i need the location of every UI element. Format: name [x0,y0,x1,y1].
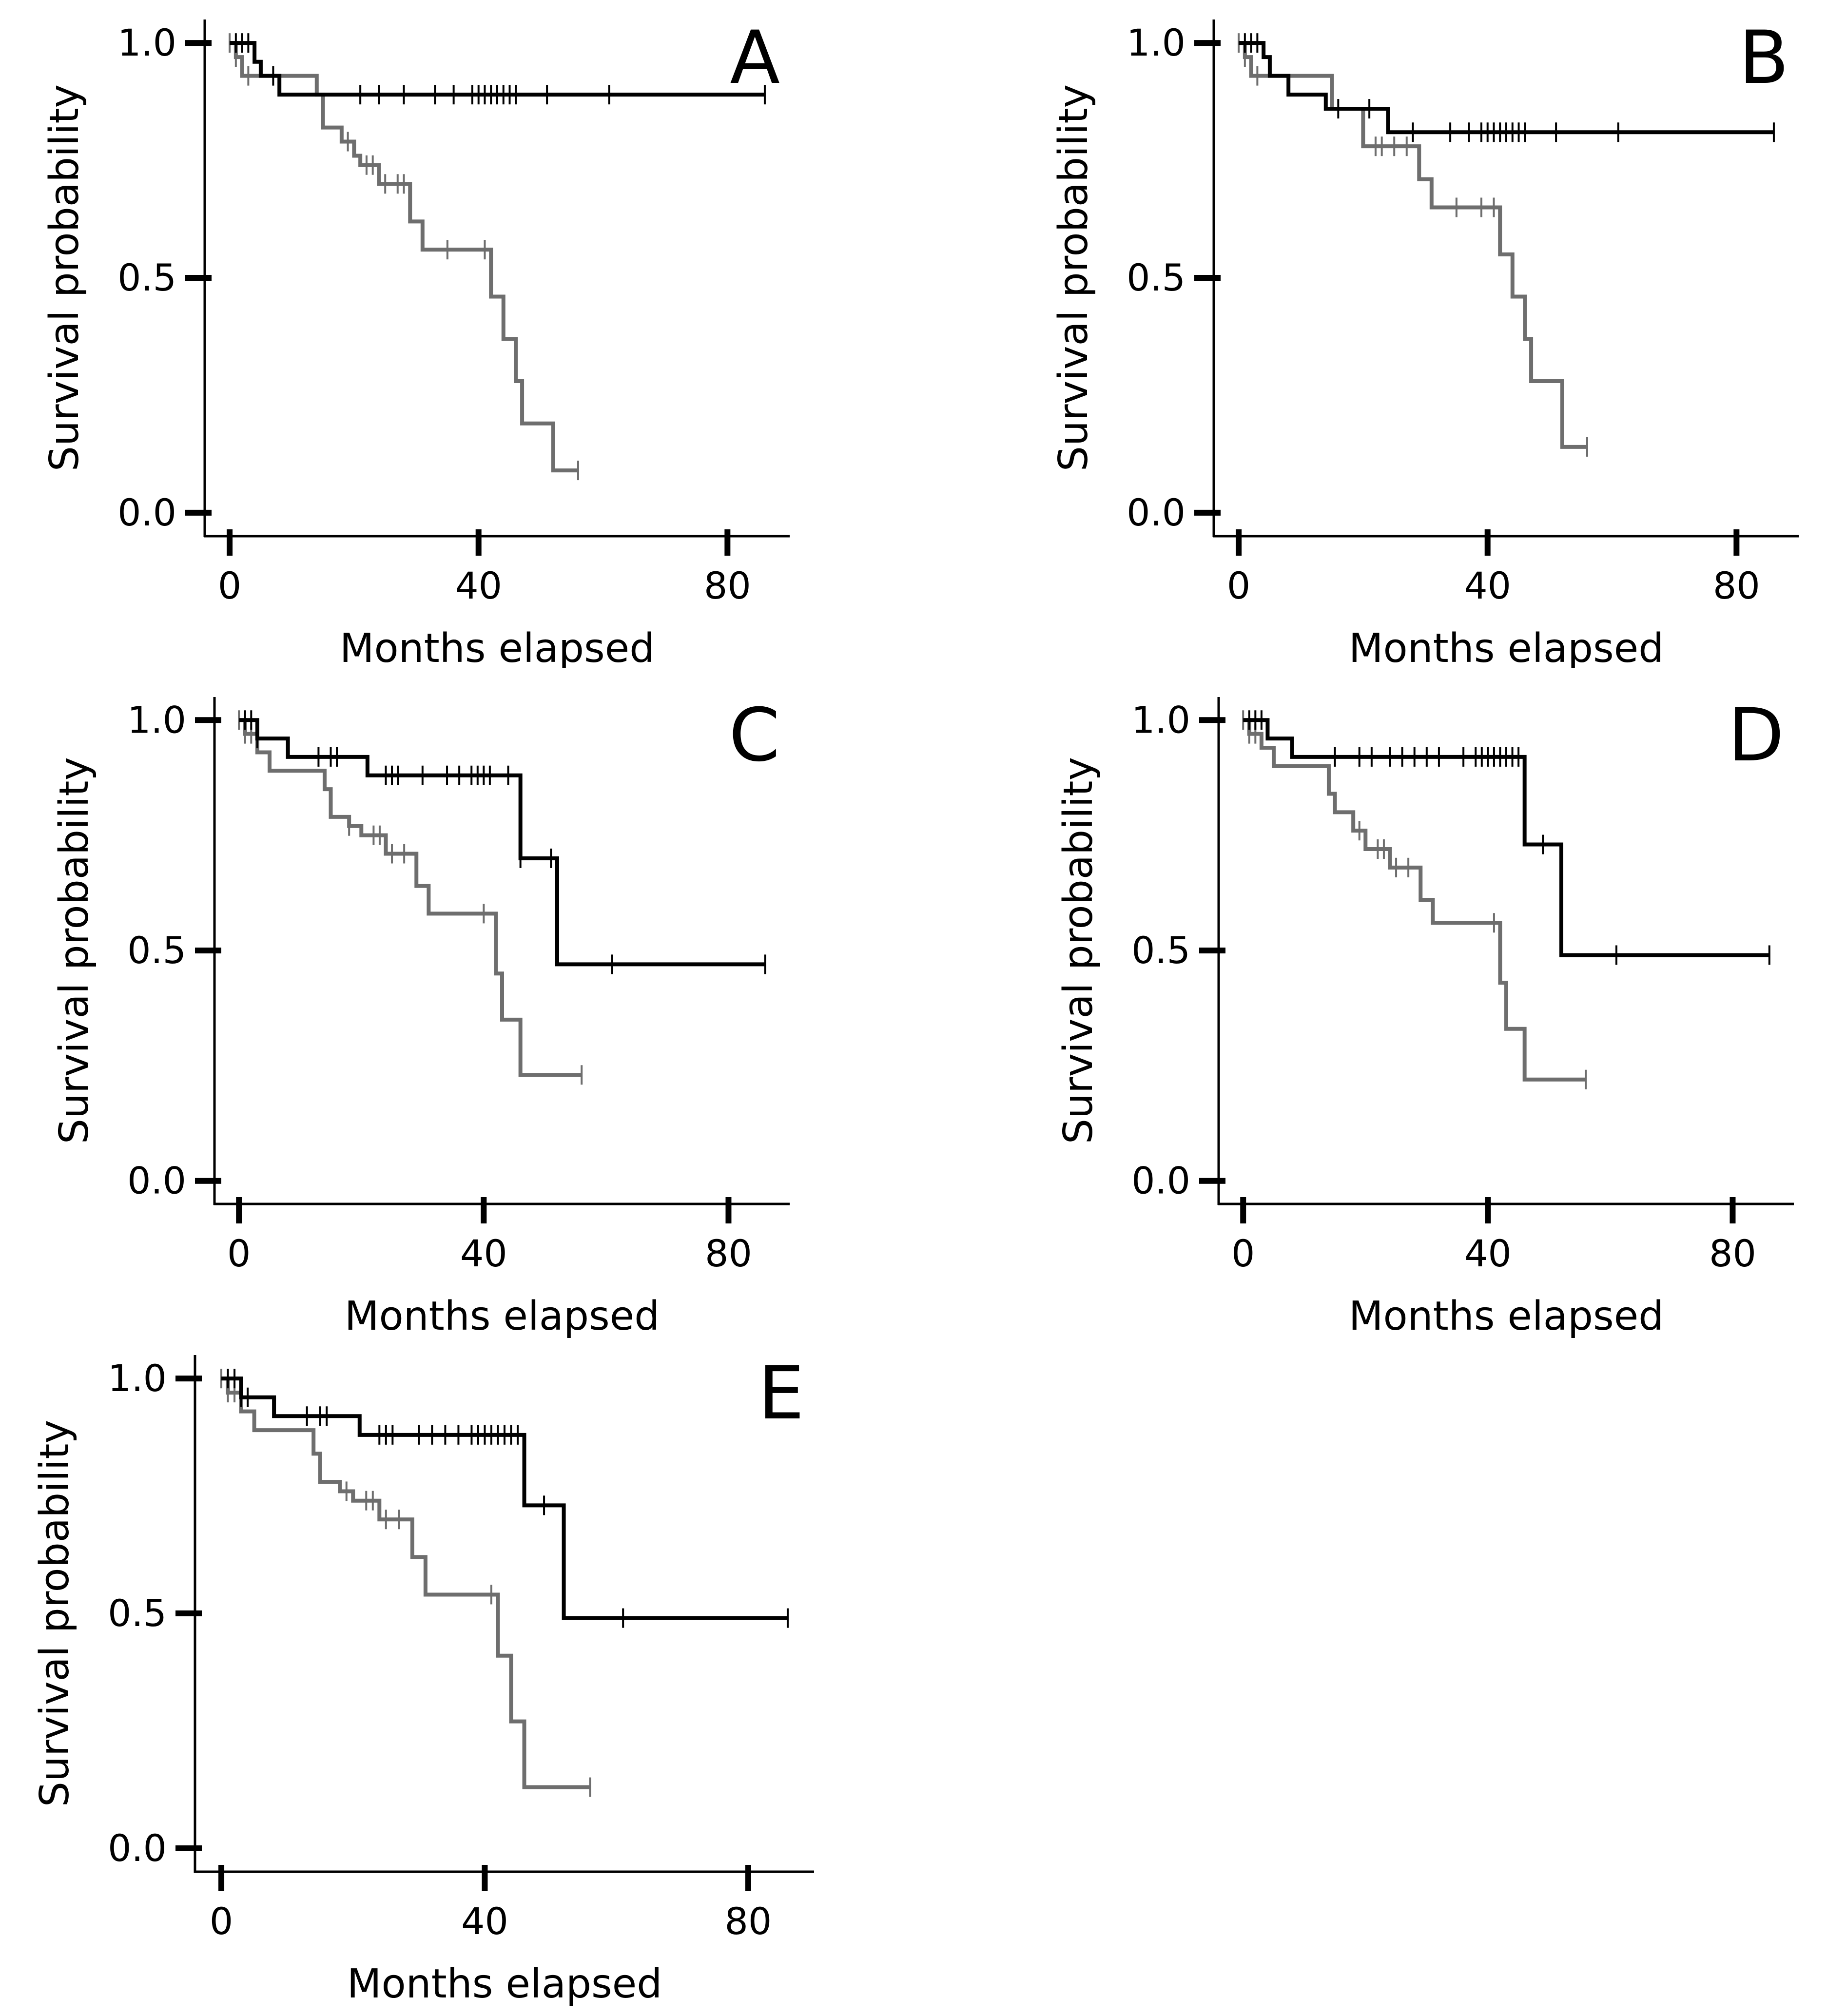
x-axis-title: Months elapsed [1349,625,1664,668]
km-panel-e: 0.0 0.5 1.0 0 40 80 Months elapsed Survival pro… [32,1351,814,2007]
x-tick-label: 40 [455,564,502,607]
x-tick-label: 40 [460,1232,507,1275]
x-tick-label: 40 [461,1900,508,1943]
km-curve-gray [230,41,578,473]
y-tick-label: 0.0 [127,1159,186,1202]
x-tick-label: 80 [704,564,751,607]
x-tick-label: 0 [210,1900,233,1943]
km-curve-gray [221,1376,590,1789]
panel-label: D [1728,693,1784,778]
x-tick-label: 0 [1231,1232,1255,1275]
y-tick-label: 0.5 [117,256,176,299]
x-axis-title: Months elapsed [1349,1293,1664,1339]
x-axis-title: Months elapsed [340,625,655,668]
km-curve-black [1239,41,1774,135]
y-axis-title: Survival probability [1058,757,1102,1144]
panel-label: E [758,1351,804,1436]
y-tick-label: 0.5 [1131,929,1190,972]
x-tick-label: 40 [1464,1232,1512,1275]
y-axis-title: Survival probability [44,84,88,471]
y-tick-label: 1.0 [1127,21,1186,64]
km-curve-black [230,41,765,97]
y-axis-title: Survival probability [54,757,97,1144]
y-tick-label: 0.0 [1127,491,1186,534]
panel-label: C [729,693,780,778]
y-axis-title: Survival probability [1053,84,1097,471]
km-panel-d: 0.0 0.5 1.0 0 40 80 Months elapsed Survival pro… [1058,693,1794,1339]
y-tick-label: 0.0 [108,1826,167,1870]
km-curve-gray [239,718,582,1077]
y-tick-label: 1.0 [108,1357,167,1400]
x-tick-label: 0 [227,1232,251,1275]
y-tick-label: 1.0 [127,698,186,741]
x-axis-title: Months elapsed [347,1961,662,2007]
km-panel-c: 0.0 0.5 1.0 0 40 80 Months elapsed Survival pro… [54,693,790,1339]
y-tick-label: 1.0 [1131,698,1190,741]
y-tick-label: 0.0 [117,491,176,534]
y-tick-label: 0.5 [108,1591,167,1635]
x-tick-label: 80 [725,1900,772,1943]
y-tick-label: 1.0 [117,21,176,64]
x-tick-label: 80 [1709,1232,1756,1275]
y-tick-label: 0.5 [127,929,186,972]
km-curve-gray [1239,41,1587,449]
y-tick-label: 0.5 [1127,256,1186,299]
km-curve-black [1243,718,1769,957]
x-tick-label: 0 [218,564,241,607]
panel-label: A [730,16,780,100]
panel-label: B [1739,16,1789,100]
y-axis-title: Survival probability [32,1420,78,1807]
km-panel-a: 0.0 0.5 1.0 0 40 80 Months elapsed Survival pro… [44,16,790,668]
x-tick-label: 80 [1713,564,1760,607]
y-tick-label: 0.0 [1131,1159,1190,1202]
x-tick-label: 0 [1227,564,1250,607]
km-panel-b: 0.0 0.5 1.0 0 40 80 Months elapsed Survival pro… [1053,16,1799,668]
x-tick-label: 40 [1464,564,1511,607]
x-axis-title: Months elapsed [345,1293,660,1339]
km-curve-gray [1243,718,1586,1082]
x-tick-label: 80 [705,1232,752,1275]
